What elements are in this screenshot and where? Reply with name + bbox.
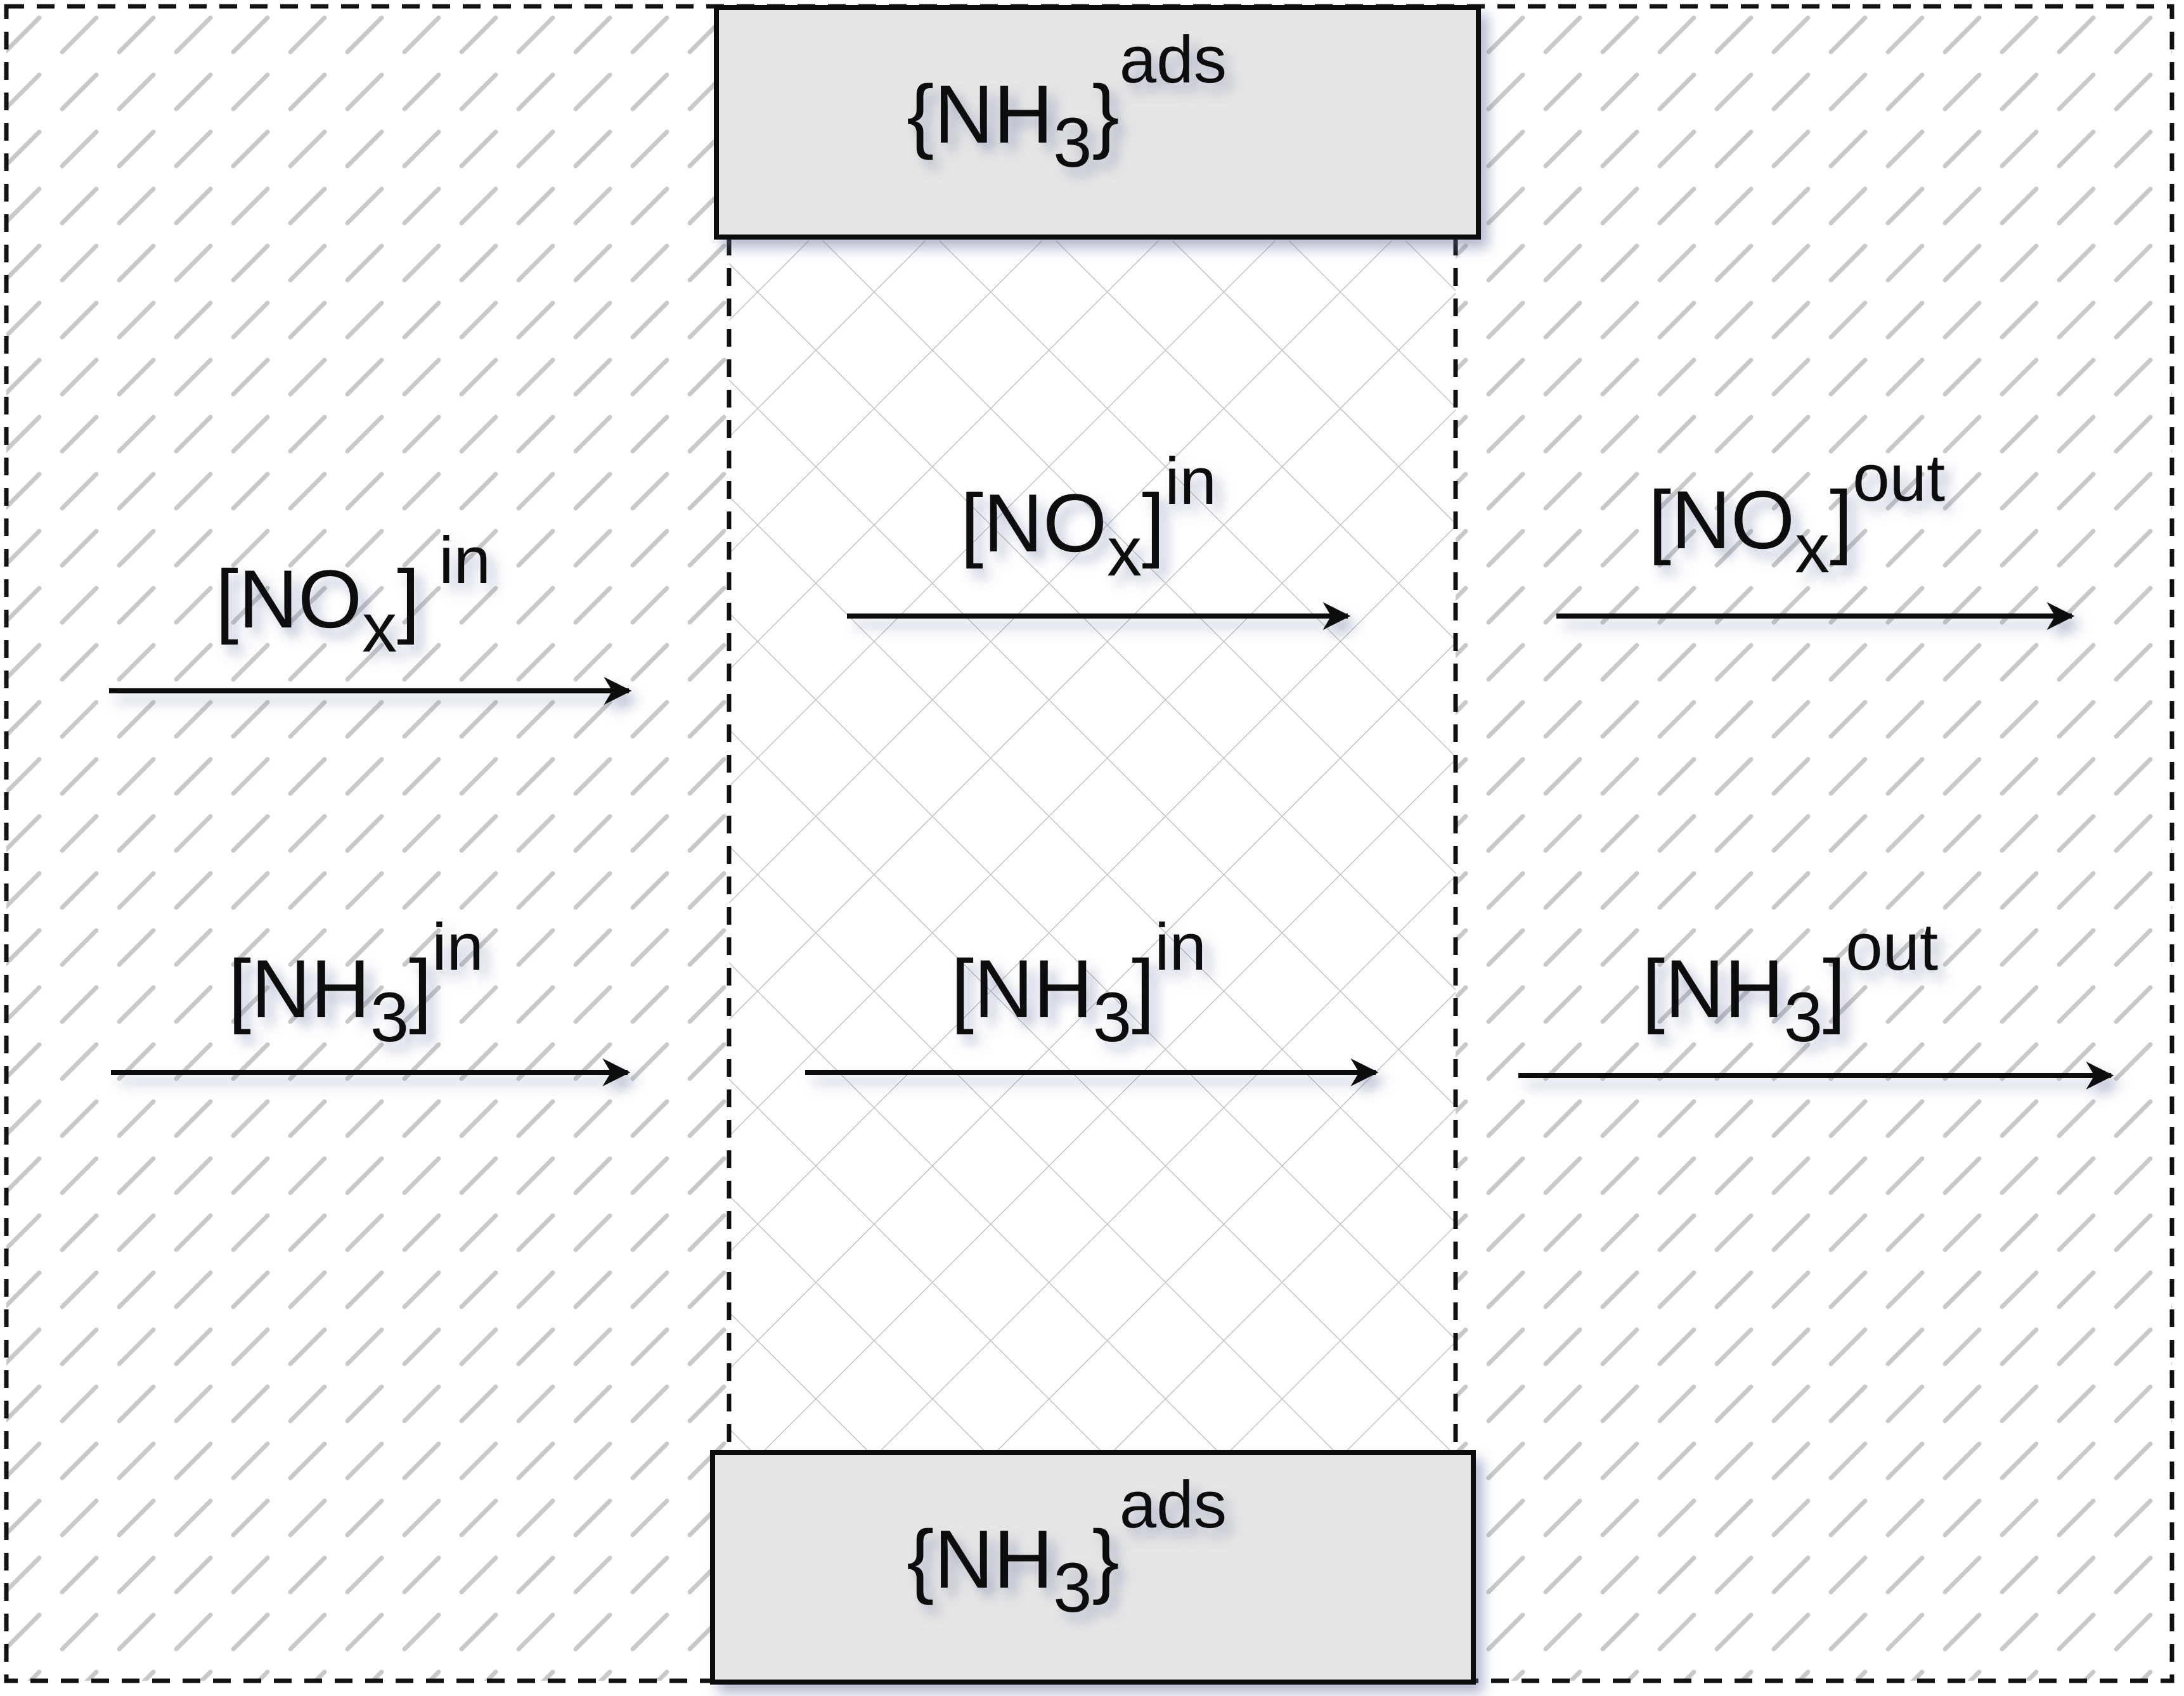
label-catalyst-nox: [NOx]in: [960, 444, 1217, 591]
adsorbed-box-top: [714, 5, 1481, 240]
label-adsorbed-bottom: {NH3}ads: [907, 1468, 1227, 1627]
label-adsorbed-top: {NH3}ads: [907, 23, 1227, 182]
label-inlet-nox: [NOx] in: [216, 524, 491, 667]
inlet-zone: [6, 6, 729, 1681]
label-inlet-nh3: [NH3]in: [228, 910, 484, 1057]
label-outlet-nh3: [NH3]out: [1642, 910, 1938, 1057]
catalyst-zone: [729, 241, 1456, 1451]
outlet-zone: [1456, 6, 2172, 1681]
label-outlet-nox: [NOx]out: [1648, 441, 1945, 588]
label-catalyst-nh3: [NH3]in: [951, 910, 1206, 1057]
adsorbed-box-bottom: [710, 1450, 1476, 1685]
